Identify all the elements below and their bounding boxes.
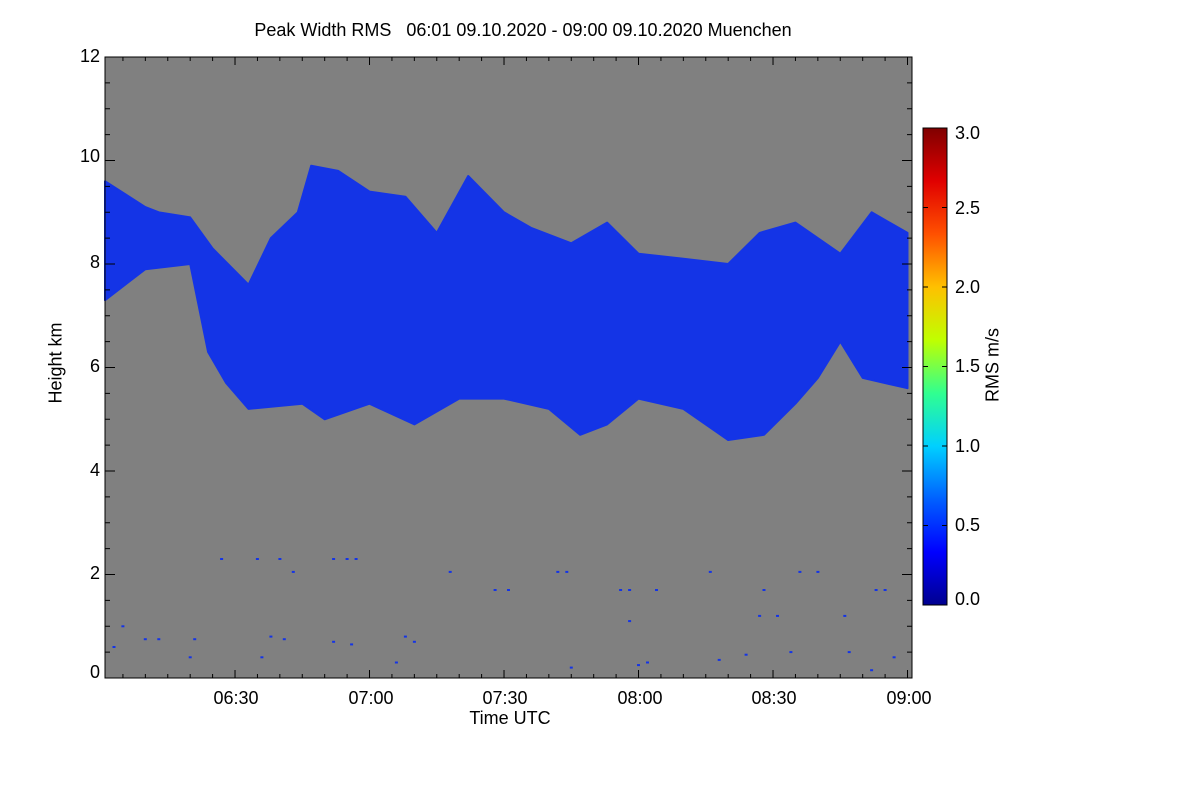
echo-point <box>507 589 510 591</box>
echo-point <box>847 651 851 654</box>
echo-point <box>291 570 295 573</box>
colorbar-tick-label: 3.0 <box>955 123 981 143</box>
echo-point <box>193 638 197 641</box>
y-tick-label: 2 <box>89 563 100 583</box>
y-tick-label: 0 <box>89 662 100 682</box>
echo-point <box>776 614 779 617</box>
echo-point <box>412 640 416 643</box>
echo-point <box>874 589 878 591</box>
echo-point <box>569 666 573 669</box>
echo-point <box>350 643 354 646</box>
y-tick-label: 8 <box>89 252 100 272</box>
echo-point <box>394 661 398 664</box>
colorbar-tick-label: 1.0 <box>955 436 981 456</box>
echo-point <box>565 570 569 573</box>
echo-point <box>278 558 282 560</box>
echo-point <box>619 589 623 591</box>
colorbar-tick-label: 1.5 <box>955 356 981 376</box>
echo-point <box>789 651 793 654</box>
echo-point <box>870 669 874 672</box>
colorbar-ticks <box>923 127 947 606</box>
colorbar-tick-label: 0.5 <box>955 515 981 535</box>
y-axis-ticks <box>105 56 912 679</box>
echo-point <box>121 625 125 628</box>
cloud-layer <box>104 164 909 441</box>
x-tick-label: 08:30 <box>751 688 797 708</box>
echo-point <box>448 570 452 573</box>
echo-point <box>332 640 336 643</box>
echo-point <box>260 656 264 659</box>
echo-point <box>282 638 286 641</box>
echo-point <box>493 589 497 591</box>
echo-point <box>220 558 224 560</box>
echo-point <box>403 635 407 638</box>
x-tick-label: 07:30 <box>482 688 528 708</box>
echo-point <box>892 656 896 659</box>
echo-point <box>332 558 336 560</box>
y-tick-label: 4 <box>89 460 100 480</box>
colorbar-tick-label: 0.0 <box>955 589 981 609</box>
echo-point <box>628 589 632 591</box>
echo-point <box>345 558 349 560</box>
echo-point <box>143 638 147 641</box>
echo-point <box>637 664 640 667</box>
echo-point <box>758 614 762 617</box>
x-tick-label: 08:00 <box>617 688 663 708</box>
echo-point <box>354 558 358 560</box>
cloud-region <box>104 164 909 441</box>
y-tick-label: 10 <box>79 146 100 166</box>
x-tick-label: 07:00 <box>348 688 394 708</box>
echo-point <box>112 646 116 648</box>
echo-point <box>628 620 632 623</box>
x-axis-label: Time UTC <box>469 708 551 728</box>
y-axis-label: Height km <box>45 322 66 404</box>
y-tick-label: 6 <box>89 356 100 376</box>
echo-point <box>816 570 820 573</box>
echo-point <box>762 589 766 591</box>
echo-point <box>269 635 273 638</box>
echo-point <box>843 614 847 617</box>
echo-point <box>157 638 161 641</box>
echo-point <box>646 661 649 664</box>
echo-point <box>655 589 658 591</box>
x-axis-ticks <box>122 57 909 678</box>
colorbar-tick-label: 2.0 <box>955 277 981 297</box>
echo-point <box>883 589 887 591</box>
chart-title: Peak Width RMS 06:01 09.10.2020 - 09:00 … <box>254 20 792 40</box>
low-level-echoes <box>112 558 896 672</box>
x-tick-label: 09:00 <box>886 688 932 708</box>
echo-point <box>717 658 721 661</box>
colorbar-label: RMS m/s <box>982 328 1003 402</box>
echo-point <box>188 656 192 659</box>
x-tick-label: 06:30 <box>213 688 259 708</box>
colorbar-tick-label: 2.5 <box>955 198 981 218</box>
echo-point <box>255 558 259 560</box>
echo-point <box>744 653 748 656</box>
echo-point <box>798 570 802 573</box>
echo-point <box>708 570 712 573</box>
echo-point <box>556 570 560 573</box>
y-tick-label: 12 <box>79 46 100 66</box>
